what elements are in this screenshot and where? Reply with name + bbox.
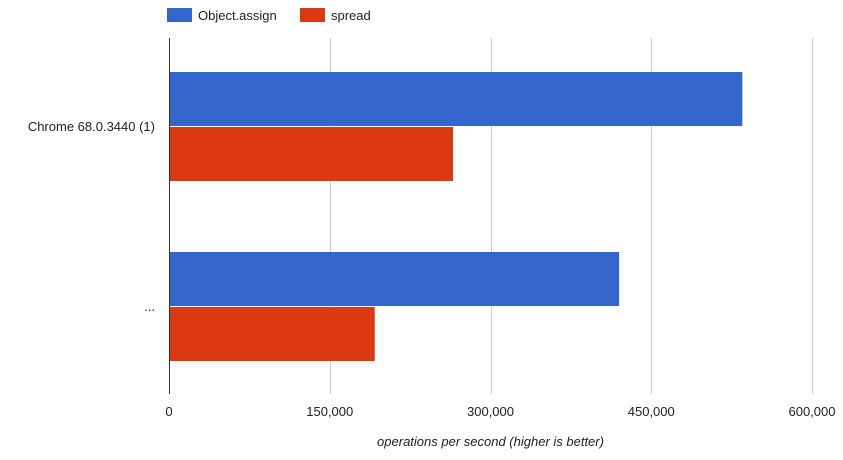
x-tick-label: 0 [165,404,172,419]
legend-label: Object.assign [198,8,277,23]
category-labels: Chrome 68.0.3440 (1)... [28,119,155,314]
legend-label: spread [331,8,371,23]
x-tick-label: 300,000 [467,404,514,419]
bar-object-assign-0 [169,72,743,126]
x-tick-label: 600,000 [789,404,836,419]
x-tick-labels: 0 150,000 300,000 450,000 600,000 [165,404,835,419]
category-label: Chrome 68.0.3440 (1) [28,119,155,134]
bar-object-assign-1 [169,252,620,306]
bar-spread-0 [169,127,453,181]
legend-swatch [300,8,325,22]
x-tick-label: 150,000 [306,404,353,419]
category-label: ... [144,299,155,314]
legend: Object.assign spread [167,8,371,23]
legend-item[interactable]: Object.assign [167,8,277,23]
legend-swatch [167,8,192,22]
x-tick-label: 450,000 [628,404,675,419]
bar-spread-1 [169,307,375,361]
x-axis-title: operations per second (higher is better) [377,434,604,449]
legend-item[interactable]: spread [300,8,371,23]
bars [169,72,743,361]
